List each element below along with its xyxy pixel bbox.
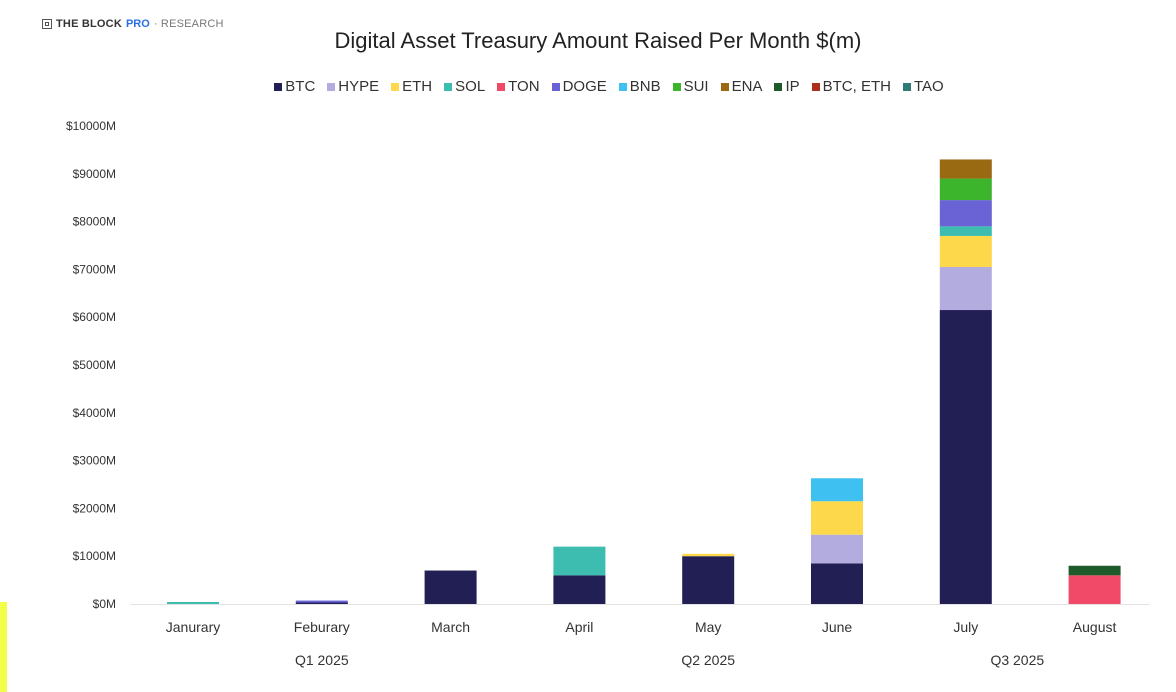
quarter-label: Q2 2025 — [681, 652, 735, 668]
legend-swatch — [720, 82, 729, 91]
bar-segment-btc — [682, 556, 735, 604]
legend-item: ENA — [720, 78, 763, 95]
x-tick-label: July — [953, 619, 978, 635]
bar-segment-eth — [682, 553, 735, 557]
legend-label: TAO — [913, 78, 944, 95]
bar-segment-eth — [811, 501, 863, 535]
brand-name: THE BLOCK — [56, 18, 122, 30]
bar-segment-ton — [1068, 575, 1121, 604]
y-tick-label: $10000M — [66, 119, 116, 133]
bar-segment-btc — [811, 563, 863, 604]
legend-item: IP — [774, 78, 800, 95]
legend-label: BTC — [285, 78, 316, 95]
y-tick-label: $0M — [93, 597, 116, 611]
legend-item: DOGE — [551, 78, 607, 95]
left-margin — [0, 0, 16, 692]
y-tick-label: $7000M — [73, 262, 116, 276]
x-tick-label: Feburary — [294, 619, 350, 635]
legend-label: DOGE — [562, 78, 607, 95]
bar-segment-doge — [295, 600, 348, 603]
legend-label: SUI — [683, 78, 709, 95]
quarter-label: Q1 2025 — [295, 652, 349, 668]
bar-segment-ena — [939, 159, 992, 179]
legend-swatch — [551, 82, 560, 91]
bar-segment-hype — [939, 267, 992, 311]
bar-segment-bnb — [811, 478, 863, 502]
brand-header: THE BLOCK PRO · RESEARCH — [42, 18, 224, 30]
x-tick-label: Janurary — [166, 619, 220, 635]
legend-label: SOL — [455, 78, 486, 95]
brand-pro: PRO — [125, 18, 150, 30]
bar-segment-sol — [553, 546, 606, 576]
chart-title: Digital Asset Treasury Amount Raised Per… — [334, 28, 862, 53]
x-tick-label: March — [431, 619, 470, 635]
legend-item: SUI — [672, 78, 709, 95]
quarter-label: Q3 2025 — [990, 652, 1044, 668]
bar-segment-btc — [553, 575, 606, 604]
legend-item: SOL — [444, 78, 485, 95]
x-tick-label: May — [695, 619, 721, 635]
bar-segment-sol — [167, 602, 219, 604]
bar-segment-hype — [811, 534, 863, 564]
bar-segment-ip — [1068, 565, 1121, 576]
legend-swatch — [497, 82, 506, 91]
yellow-accent-bar — [0, 602, 7, 692]
legend-item: BNB — [618, 78, 661, 95]
bar-segment-btc — [424, 570, 477, 604]
legend-swatch — [811, 82, 820, 91]
y-tick-label: $8000M — [73, 215, 116, 229]
brand-research: · RESEARCH — [153, 18, 224, 30]
legend-label: TON — [508, 78, 540, 95]
legend-swatch — [327, 82, 336, 91]
bar-segment-doge — [939, 200, 992, 227]
bar-segment-sol — [939, 226, 992, 236]
legend-swatch — [774, 82, 783, 91]
y-tick-label: $6000M — [73, 310, 116, 324]
legend-swatch — [672, 82, 681, 91]
y-tick-label: $5000M — [73, 358, 116, 372]
legend-swatch — [444, 82, 453, 91]
x-tick-label: June — [822, 619, 853, 635]
x-tick-label: April — [565, 619, 593, 635]
y-tick-label: $3000M — [73, 454, 116, 468]
bar-segment-btc — [295, 602, 348, 604]
legend-swatch — [391, 82, 400, 91]
legend-item: BTC — [274, 78, 315, 95]
legend-item: TAO — [902, 78, 944, 95]
y-tick-label: $9000M — [73, 167, 116, 181]
legend-label: ETH — [402, 78, 433, 95]
legend-item: BTC, ETH — [811, 78, 891, 95]
bar-segment-btc — [939, 310, 992, 604]
y-tick-label: $1000M — [73, 549, 116, 563]
legend-label: ENA — [731, 78, 763, 95]
bar-segment-eth — [939, 235, 992, 268]
legend-swatch — [902, 82, 911, 91]
legend-label: IP — [785, 78, 800, 95]
legend-item: TON — [497, 78, 540, 95]
legend-item: ETH — [391, 78, 432, 95]
y-tick-label: $4000M — [73, 406, 116, 420]
chart-legend: BTC HYPE ETH SOL TON DOGE BNB SUI ENA IP BTC, ETH T… — [0, 78, 1176, 95]
bar-segment-sui — [939, 178, 992, 201]
block-logo-icon — [42, 19, 52, 29]
legend-label: HYPE — [338, 78, 380, 95]
y-tick-label: $2000M — [73, 501, 116, 515]
legend-label: BNB — [629, 78, 661, 95]
legend-swatch — [618, 82, 627, 91]
x-tick-label: August — [1073, 619, 1117, 635]
legend-item: HYPE — [327, 78, 379, 95]
legend-swatch — [274, 82, 283, 91]
legend-label: BTC, ETH — [822, 78, 891, 95]
